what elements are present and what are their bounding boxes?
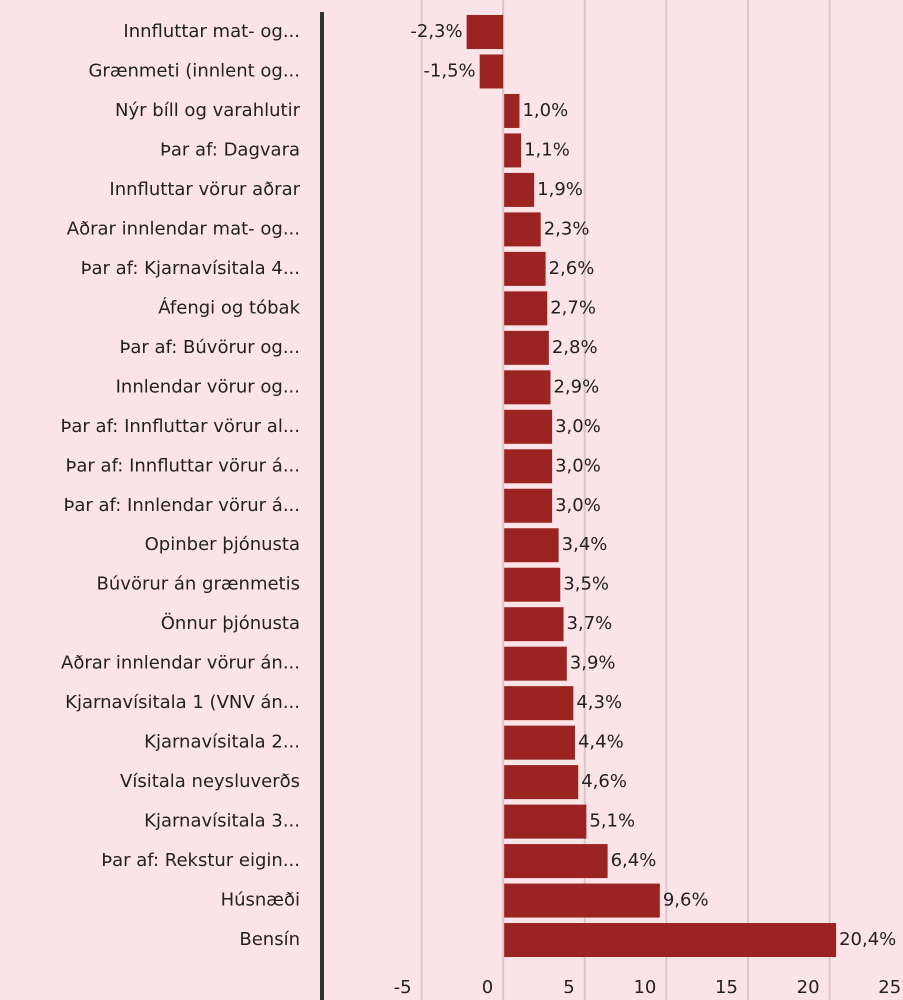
bar	[504, 449, 553, 484]
value-label: 4,4%	[578, 732, 624, 753]
bar	[504, 567, 561, 602]
value-label: 1,9%	[537, 179, 583, 200]
y-tick-label: Grænmeti (innlent og...	[88, 60, 300, 81]
bar	[504, 291, 548, 326]
bar	[504, 251, 546, 286]
value-label: 2,8%	[552, 337, 598, 358]
bar	[504, 686, 574, 721]
bar	[504, 844, 608, 879]
y-tick-label: Vísitala neysluverðs	[120, 771, 300, 792]
x-tick-label: 20	[797, 977, 820, 998]
value-label: 9,6%	[663, 890, 709, 911]
value-label: 3,4%	[562, 534, 608, 555]
y-tick-label: Þar af: Búvörur og...	[119, 337, 300, 358]
value-label: 3,5%	[563, 574, 609, 595]
y-tick-label: Þar af: Dagvara	[160, 139, 300, 160]
bar	[504, 804, 587, 839]
value-label: 4,6%	[581, 771, 627, 792]
y-tick-label: Búvörur án grænmetis	[97, 574, 300, 595]
value-label: 3,0%	[555, 495, 601, 516]
value-label: -2,3%	[410, 21, 462, 42]
y-tick-label: Þar af: Rekstur eigin...	[101, 850, 300, 871]
value-label: 3,0%	[555, 416, 601, 437]
bar	[504, 528, 559, 563]
x-tick-label: 5	[563, 977, 574, 998]
x-tick-label: 15	[715, 977, 738, 998]
value-label: 1,0%	[522, 100, 568, 121]
y-tick-label: Önnur þjónusta	[161, 612, 300, 634]
value-label: 3,9%	[570, 653, 616, 674]
y-tick-label: Bensín	[239, 929, 300, 950]
y-tick-label: Innlendar vörur og...	[116, 376, 300, 397]
bar	[504, 133, 522, 168]
bar	[504, 646, 567, 681]
y-tick-label: Innfluttar mat- og...	[123, 21, 300, 42]
value-label: 4,3%	[576, 692, 622, 713]
y-tick-label: Kjarnavísitala 2...	[144, 732, 300, 753]
bar	[504, 370, 551, 405]
y-tick-label: Húsnæði	[221, 890, 300, 911]
value-label: 2,6%	[549, 258, 595, 279]
value-label: 2,3%	[544, 218, 590, 239]
bar	[504, 923, 837, 958]
bar	[504, 607, 564, 642]
y-tick-label: Innfluttar vörur aðrar	[109, 179, 300, 200]
bar	[504, 93, 520, 128]
bar	[504, 488, 553, 523]
value-label: 20,4%	[839, 929, 896, 950]
y-tick-label: Kjarnavísitala 3...	[144, 811, 300, 832]
value-label: 1,1%	[524, 139, 570, 160]
value-label: 3,0%	[555, 455, 601, 476]
y-tick-label: Áfengi og tóbak	[158, 296, 300, 318]
y-tick-label: Aðrar innlendar vörur án...	[61, 653, 300, 674]
bar	[466, 15, 504, 49]
value-label: -1,5%	[423, 60, 475, 81]
x-tick-label: 0	[482, 977, 493, 998]
y-tick-label: Kjarnavísitala 1 (VNV án...	[65, 692, 300, 713]
value-label: 6,4%	[611, 850, 657, 871]
y-tick-label: Þar af: Innlendar vörur á...	[63, 495, 300, 516]
bar	[504, 765, 579, 800]
y-tick-label: Þar af: Innfluttar vörur á...	[66, 455, 300, 476]
x-tick-label: 10	[633, 977, 656, 998]
bar	[504, 330, 549, 365]
value-label: 2,9%	[553, 376, 599, 397]
bar	[504, 172, 535, 207]
bar	[504, 409, 553, 444]
y-tick-label: Opinber þjónusta	[145, 534, 300, 555]
bar	[504, 883, 660, 918]
bar	[504, 725, 575, 760]
value-label: 3,7%	[567, 613, 613, 634]
bar	[504, 212, 541, 247]
y-tick-label: Þar af: Innfluttar vörur al...	[61, 416, 300, 437]
y-tick-label: Þar af: Kjarnavísitala 4...	[81, 258, 300, 279]
x-tick-label: 25	[878, 977, 901, 998]
y-tick-label: Nýr bíll og varahlutir	[115, 100, 301, 121]
x-tick-label: -5	[394, 977, 412, 998]
value-label: 5,1%	[589, 811, 635, 832]
value-label: 2,7%	[550, 297, 596, 318]
y-tick-label: Aðrar innlendar mat- og...	[67, 218, 300, 239]
bar	[479, 54, 504, 89]
